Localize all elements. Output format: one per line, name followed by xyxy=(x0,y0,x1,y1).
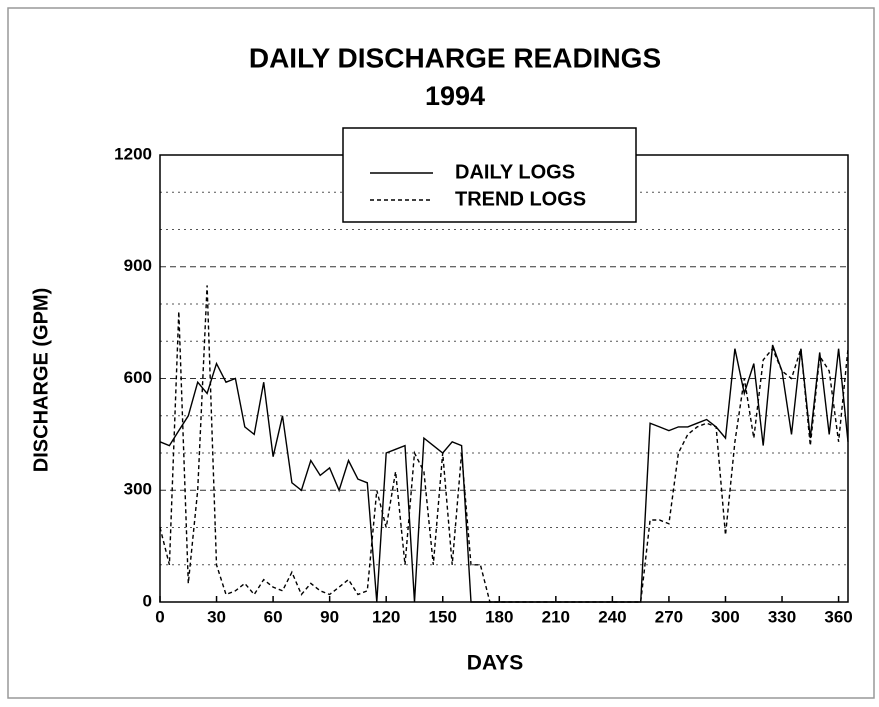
x-tick-label: 60 xyxy=(264,607,283,626)
x-tick-label: 180 xyxy=(485,607,513,626)
x-tick-label: 210 xyxy=(542,607,570,626)
x-tick-label: 270 xyxy=(655,607,683,626)
chart-subtitle: 1994 xyxy=(425,81,485,111)
x-tick-label: 0 xyxy=(155,607,164,626)
y-axis-label: DISCHARGE (GPM) xyxy=(30,288,52,472)
x-axis-label: DAYS xyxy=(467,652,523,675)
x-tick-label: 150 xyxy=(429,607,457,626)
x-tick-label: 120 xyxy=(372,607,400,626)
y-tick-label: 1200 xyxy=(114,144,152,163)
chart-title: DAILY DISCHARGE READINGS xyxy=(249,42,661,73)
y-tick-label: 900 xyxy=(124,256,152,275)
legend-box xyxy=(342,127,637,223)
legend-label: TREND LOGS xyxy=(455,188,586,210)
x-tick-label: 30 xyxy=(207,607,226,626)
x-tick-label: 360 xyxy=(824,607,852,626)
x-tick-label: 90 xyxy=(320,607,339,626)
y-tick-label: 0 xyxy=(143,591,152,610)
x-tick-label: 330 xyxy=(768,607,796,626)
legend-label: DAILY LOGS xyxy=(455,161,575,183)
x-tick-label: 240 xyxy=(598,607,626,626)
x-tick-label: 300 xyxy=(711,607,739,626)
frame xyxy=(7,7,875,699)
y-tick-label: 300 xyxy=(124,480,152,499)
y-tick-label: 600 xyxy=(124,368,152,387)
data-line xyxy=(159,285,849,603)
